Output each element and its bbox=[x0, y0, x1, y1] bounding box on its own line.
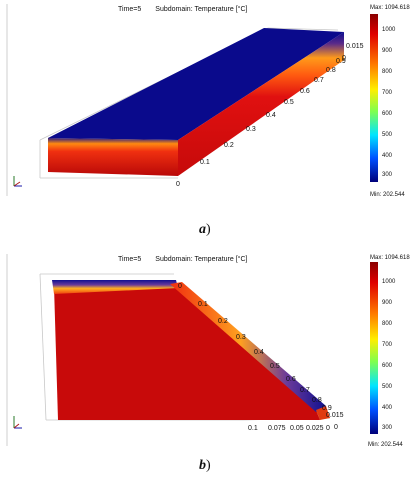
legend-tick: 1000 bbox=[382, 27, 396, 33]
tick-label: 0.015 bbox=[346, 43, 364, 50]
tick-label: 0.6 bbox=[300, 88, 310, 95]
legend-tick: 300 bbox=[382, 425, 393, 431]
tick-label: 0.025 bbox=[306, 425, 324, 432]
legend-tick: 800 bbox=[382, 321, 393, 327]
axis-triad-icon bbox=[13, 416, 22, 429]
plot-title: Time=5 Subdomain: Temperature [°C] bbox=[118, 6, 247, 13]
tick-label: 0.1 bbox=[200, 159, 210, 166]
tick-label: 0 bbox=[176, 181, 180, 188]
tick-label: 0.5 bbox=[284, 99, 294, 106]
tick-label: 0.7 bbox=[300, 387, 310, 394]
tick-label: 0.1 bbox=[198, 301, 208, 308]
legend-max-label: Max: 1094.618 bbox=[370, 5, 410, 11]
tick-label: 0.6 bbox=[286, 376, 296, 383]
axis-ticks-bottom: 0.1 0.075 0.05 0.025 0 bbox=[248, 425, 330, 432]
legend-tick: 400 bbox=[382, 153, 393, 159]
tick-label: 0.015 bbox=[326, 412, 344, 419]
figure-panel-b: Time=5 Subdomain: Temperature [°C] bbox=[0, 250, 416, 450]
figure-caption-b: b) bbox=[199, 458, 211, 474]
tick-label: 0.075 bbox=[268, 425, 286, 432]
axis-ticks: 0 0.1 0.2 0.3 0.4 0.5 0.6 0.7 0.8 0.9 0 … bbox=[176, 43, 364, 188]
tick-label: 0.8 bbox=[312, 397, 322, 404]
time-label: Time=5 bbox=[118, 6, 142, 13]
tick-label: 0.7 bbox=[314, 77, 324, 84]
slab-diagonal-edge bbox=[170, 282, 326, 412]
caption-paren: ) bbox=[206, 458, 211, 473]
axis-triad-icon bbox=[13, 176, 22, 187]
tick-label: 0.1 bbox=[248, 425, 258, 432]
tick-label: 0 bbox=[342, 55, 346, 62]
tick-label: 0 bbox=[334, 424, 338, 431]
axis-ticks-diagonal: 0 0.1 0.2 0.3 0.4 0.5 0.6 0.7 0.8 0.9 0 … bbox=[178, 283, 344, 431]
figure-caption-a: a) bbox=[199, 222, 211, 238]
legend-tick: 1000 bbox=[382, 279, 396, 285]
legend-tick: 300 bbox=[382, 172, 393, 178]
legend-min-label: Min: 202.544 bbox=[370, 192, 405, 198]
tick-label: 0 bbox=[178, 283, 182, 290]
legend-tick: 500 bbox=[382, 384, 393, 390]
legend-tick: 400 bbox=[382, 405, 393, 411]
tick-label: 0.9 bbox=[322, 405, 332, 412]
legend-tick: 800 bbox=[382, 69, 393, 75]
temperature-plot: 0 0.1 0.2 0.3 0.4 0.5 0.6 0.7 0.8 0.9 0 … bbox=[6, 254, 410, 448]
tick-label: 0.2 bbox=[224, 142, 234, 149]
slab-side-face bbox=[178, 32, 344, 176]
slab-top-edge bbox=[52, 280, 178, 294]
tick-label: 0.4 bbox=[266, 112, 276, 119]
legend-tick: 600 bbox=[382, 363, 393, 369]
legend-tick: 700 bbox=[382, 90, 393, 96]
tick-label: 0.3 bbox=[236, 334, 246, 341]
legend-tick: 500 bbox=[382, 132, 393, 138]
tick-label: 0.4 bbox=[254, 349, 264, 356]
color-legend: Max: 1094.618 1000 900 800 700 600 500 4… bbox=[370, 5, 410, 198]
subdomain-label: Subdomain: Temperature [°C] bbox=[155, 256, 248, 263]
caption-letter: b bbox=[199, 458, 206, 473]
slab-top-face bbox=[48, 28, 344, 140]
caption-paren: ) bbox=[206, 222, 211, 237]
legend-tick: 900 bbox=[382, 300, 393, 306]
tick-label: 0.3 bbox=[246, 126, 256, 133]
color-scale-bar bbox=[370, 14, 378, 182]
tick-label: 0.9 bbox=[336, 58, 346, 65]
tick-label: 0.2 bbox=[218, 318, 228, 325]
tick-label: 0.5 bbox=[270, 363, 280, 370]
slab-end-face bbox=[316, 406, 330, 420]
caption-letter: a bbox=[199, 222, 206, 237]
time-label: Time=5 bbox=[118, 256, 142, 263]
temperature-plot: 0 0.1 0.2 0.3 0.4 0.5 0.6 0.7 0.8 0.9 0 … bbox=[6, 4, 410, 198]
tick-label: 0 bbox=[326, 425, 330, 432]
tick-label: 0.05 bbox=[290, 425, 304, 432]
color-legend: Max: 1094.618 1000 900 800 700 600 500 4… bbox=[368, 255, 410, 448]
subdomain-label: Subdomain: Temperature [°C] bbox=[155, 6, 248, 13]
legend-min-label: Min: 202.544 bbox=[368, 442, 403, 448]
slab-front-face bbox=[48, 138, 178, 176]
legend-tick: 900 bbox=[382, 48, 393, 54]
legend-tick: 600 bbox=[382, 111, 393, 117]
plot-title: Time=5 Subdomain: Temperature [°C] bbox=[118, 256, 247, 263]
legend-tick: 700 bbox=[382, 342, 393, 348]
slab-main-face bbox=[54, 286, 320, 420]
color-scale-bar bbox=[370, 262, 378, 434]
tick-label: 0.8 bbox=[326, 67, 336, 74]
figure-panel-a: Time=5 Subdomain: Temperature [°C] bbox=[0, 0, 416, 200]
legend-max-label: Max: 1094.618 bbox=[370, 255, 410, 261]
